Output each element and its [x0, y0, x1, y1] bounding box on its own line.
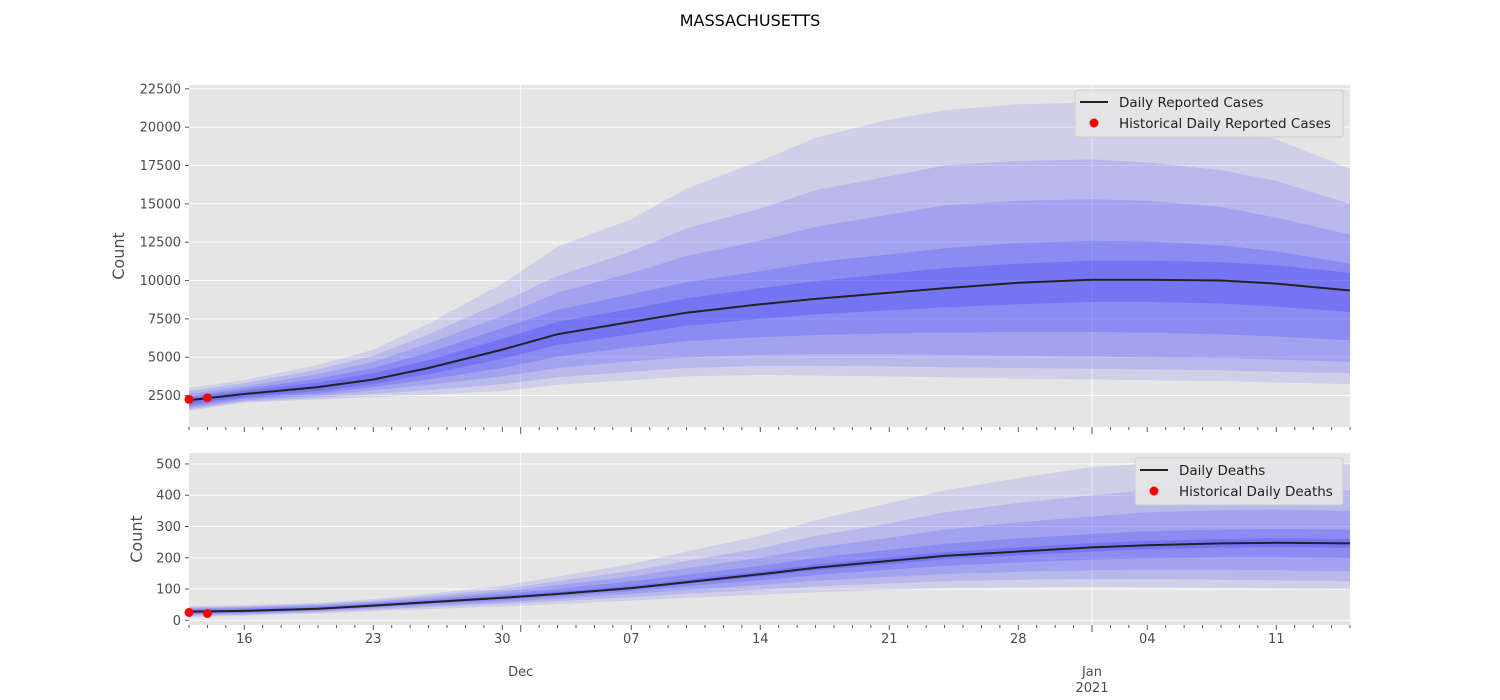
deaths-panel: 0 100 200 300 400 500 Count Daily Deaths Histori…	[127, 453, 1351, 632]
y-tick-label: 100	[156, 583, 181, 598]
y-tick-label: 0	[173, 614, 181, 629]
x-tick-label: 07	[623, 632, 640, 647]
x-tick-label: 16	[236, 632, 253, 647]
y-tick-label: 12500	[140, 236, 181, 251]
x-tick-label: 30	[494, 632, 511, 647]
legend: Daily Reported Cases Historical Daily Rep…	[1074, 89, 1344, 138]
historical-point	[202, 608, 212, 618]
page-title: MASSACHUSETTS	[679, 11, 821, 30]
y-tick-label: 300	[156, 520, 181, 535]
legend-point-label: Historical Daily Reported Cases	[1119, 116, 1331, 132]
x-tick-label: 21	[881, 632, 898, 647]
x-tick-label: 11	[1268, 632, 1285, 647]
x-tick-label: 14	[752, 632, 769, 647]
legend-point-label: Historical Daily Deaths	[1179, 484, 1333, 500]
y-tick-label: 5000	[148, 351, 181, 366]
uncertainty-band	[189, 509, 1350, 615]
y-tick-label: 22500	[140, 82, 181, 97]
historical-point	[202, 393, 212, 403]
x-tick-label: 04	[1139, 632, 1156, 647]
median-line	[188, 541, 1351, 613]
median-line	[188, 278, 1351, 402]
y-tick-label: 10000	[140, 274, 181, 289]
y-axis-label: Count	[127, 515, 146, 563]
x-tick-label: 28	[1010, 632, 1027, 647]
y-tick-label: 20000	[140, 121, 181, 136]
legend-point-marker	[1089, 118, 1099, 128]
uncertainty-band	[189, 260, 1350, 404]
uncertainty-band	[189, 102, 1350, 411]
cases-panel: 2500 5000 7500 10000 12500 15000 17500 20000 225…	[109, 82, 1351, 434]
uncertainty-band	[189, 538, 1350, 613]
y-axis-label: Count	[109, 232, 128, 280]
y-tick-label: 200	[156, 551, 181, 566]
x-month-label: Dec	[508, 665, 533, 680]
legend: Daily Deaths Historical Daily Deaths	[1134, 457, 1344, 506]
legend-line-label: Daily Reported Cases	[1119, 95, 1263, 111]
y-tick-label: 2500	[148, 389, 181, 404]
plot-area	[189, 85, 1350, 427]
uncertainty-band	[189, 463, 1350, 618]
y-tick-label: 500	[156, 457, 181, 472]
uncertainty-band	[189, 489, 1350, 616]
historical-point	[184, 607, 194, 617]
legend-line-label: Daily Deaths	[1179, 463, 1265, 479]
y-tick-label: 17500	[140, 159, 181, 174]
y-tick-label: 15000	[140, 197, 181, 212]
uncertainty-band	[189, 529, 1350, 615]
legend-point-marker	[1149, 486, 1159, 496]
x-year-label: 2021	[1075, 681, 1108, 696]
y-tick-label: 400	[156, 489, 181, 504]
uncertainty-band	[189, 159, 1350, 410]
x-tick-label: 23	[365, 632, 382, 647]
x-month-label: Jan	[1081, 665, 1102, 680]
historical-point	[184, 394, 194, 404]
y-tick-label: 7500	[148, 312, 181, 327]
